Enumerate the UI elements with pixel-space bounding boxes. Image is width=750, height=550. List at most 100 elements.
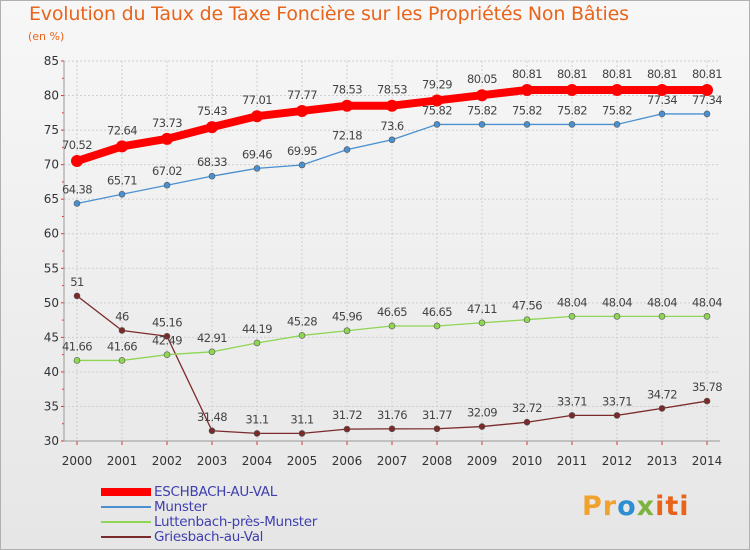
y-tick-label: 60 <box>44 227 59 241</box>
data-point-munster <box>73 200 81 207</box>
chart-title: Evolution du Taux de Taxe Foncière sur l… <box>29 3 629 25</box>
data-point-griesbach <box>208 427 216 435</box>
data-label-eschbach: 80.81 <box>512 67 542 81</box>
data-label-eschbach: 80.81 <box>647 67 677 81</box>
data-point-munster <box>298 161 306 169</box>
data-label-munster: 73.6 <box>380 119 403 133</box>
legend-label-luttenbach: Luttenbach-près-Munster <box>154 514 318 530</box>
data-label-griesbach: 32.72 <box>512 401 542 415</box>
data-label-luttenbach: 46.65 <box>377 305 407 319</box>
data-label-luttenbach: 47.11 <box>467 302 497 316</box>
data-point-griesbach <box>73 292 81 300</box>
data-label-luttenbach: 41.66 <box>107 339 137 353</box>
data-point-munster <box>253 165 261 172</box>
x-tick-label: 2009 <box>467 454 498 468</box>
data-point-luttenbach <box>568 313 576 320</box>
y-tick-label: 50 <box>44 296 59 310</box>
data-label-eschbach: 73.73 <box>152 116 182 130</box>
data-point-griesbach <box>478 423 486 430</box>
x-tick-label: 2012 <box>602 454 633 468</box>
data-point-griesbach <box>298 430 306 437</box>
data-point-eschbach <box>341 99 353 112</box>
data-label-munster: 64.38 <box>62 182 92 196</box>
data-label-luttenbach: 45.28 <box>287 314 317 328</box>
data-label-griesbach: 45.16 <box>152 315 182 329</box>
data-point-luttenbach <box>478 319 486 327</box>
data-label-luttenbach: 41.66 <box>62 339 92 353</box>
legend-swatch-luttenbach <box>101 521 151 523</box>
data-point-munster <box>568 121 576 128</box>
data-point-munster <box>478 121 486 128</box>
data-point-eschbach <box>296 104 308 117</box>
data-point-munster <box>343 146 351 153</box>
data-point-eschbach <box>206 121 218 134</box>
data-point-eschbach <box>116 140 128 153</box>
data-label-eschbach: 79.29 <box>422 77 452 91</box>
data-label-eschbach: 70.52 <box>62 138 92 152</box>
data-label-griesbach: 51 <box>70 275 84 289</box>
data-point-griesbach <box>658 405 666 412</box>
data-label-luttenbach: 47.56 <box>512 299 542 313</box>
data-point-munster <box>433 121 441 128</box>
x-tick-label: 2001 <box>107 454 138 468</box>
data-label-munster: 75.82 <box>602 103 632 117</box>
y-tick-label: 40 <box>44 365 59 379</box>
x-tick-label: 2000 <box>62 454 93 468</box>
x-tick-label: 2008 <box>422 454 453 468</box>
y-tick-label: 30 <box>44 434 59 448</box>
legend-label-munster: Munster <box>154 499 207 515</box>
data-label-griesbach: 31.72 <box>332 408 362 422</box>
x-tick-label: 2005 <box>287 454 318 468</box>
data-point-munster <box>388 136 396 144</box>
data-label-munster: 77.34 <box>692 93 722 107</box>
data-label-munster: 75.82 <box>512 103 542 117</box>
data-label-luttenbach: 44.19 <box>242 322 272 336</box>
data-label-eschbach: 80.05 <box>467 72 497 86</box>
data-label-eschbach: 75.43 <box>197 104 227 118</box>
data-point-luttenbach <box>298 332 306 339</box>
data-point-munster <box>523 121 531 128</box>
data-label-griesbach: 33.71 <box>602 394 632 408</box>
y-tick-label: 65 <box>44 192 59 206</box>
data-point-eschbach <box>611 83 623 96</box>
x-tick-label: 2010 <box>512 454 543 468</box>
y-tick-label: 35 <box>44 399 59 413</box>
data-point-munster <box>613 121 621 128</box>
legend-swatch-eschbach <box>101 488 151 496</box>
data-point-luttenbach <box>73 357 81 364</box>
data-point-griesbach <box>118 327 126 334</box>
data-point-munster <box>163 181 171 189</box>
data-point-munster <box>658 110 666 118</box>
data-label-griesbach: 31.77 <box>422 408 452 422</box>
data-label-luttenbach: 48.04 <box>647 295 677 309</box>
data-point-griesbach <box>388 425 396 433</box>
proxiti-logo: Proxiti <box>582 491 690 522</box>
data-label-munster: 69.46 <box>242 147 272 161</box>
data-label-luttenbach: 42.49 <box>152 334 182 348</box>
legend-label-eschbach: ESCHBACH-AU-VAL <box>154 484 277 500</box>
data-label-eschbach: 72.64 <box>107 123 137 137</box>
x-tick-label: 2007 <box>377 454 408 468</box>
data-label-munster: 65.71 <box>107 173 137 187</box>
data-point-luttenbach <box>388 322 396 330</box>
data-point-eschbach <box>476 89 488 102</box>
data-label-luttenbach: 42.91 <box>197 331 227 345</box>
data-point-griesbach <box>613 412 621 419</box>
data-label-luttenbach: 46.65 <box>422 305 452 319</box>
data-point-luttenbach <box>118 357 126 364</box>
data-label-eschbach: 80.81 <box>692 67 722 81</box>
data-label-munster: 75.82 <box>467 103 497 117</box>
y-tick-label: 55 <box>44 261 59 275</box>
legend-label-griesbach: Griesbach-au-Val <box>154 529 264 545</box>
data-label-griesbach: 33.71 <box>557 394 587 408</box>
data-point-luttenbach <box>163 351 171 359</box>
data-label-eschbach: 78.53 <box>377 83 407 97</box>
data-point-luttenbach <box>343 327 351 335</box>
data-point-munster <box>703 110 711 118</box>
data-point-luttenbach <box>613 313 621 320</box>
data-point-luttenbach <box>523 316 531 323</box>
y-tick-label: 45 <box>44 330 59 344</box>
chart-subtitle: (en %) <box>28 30 65 43</box>
